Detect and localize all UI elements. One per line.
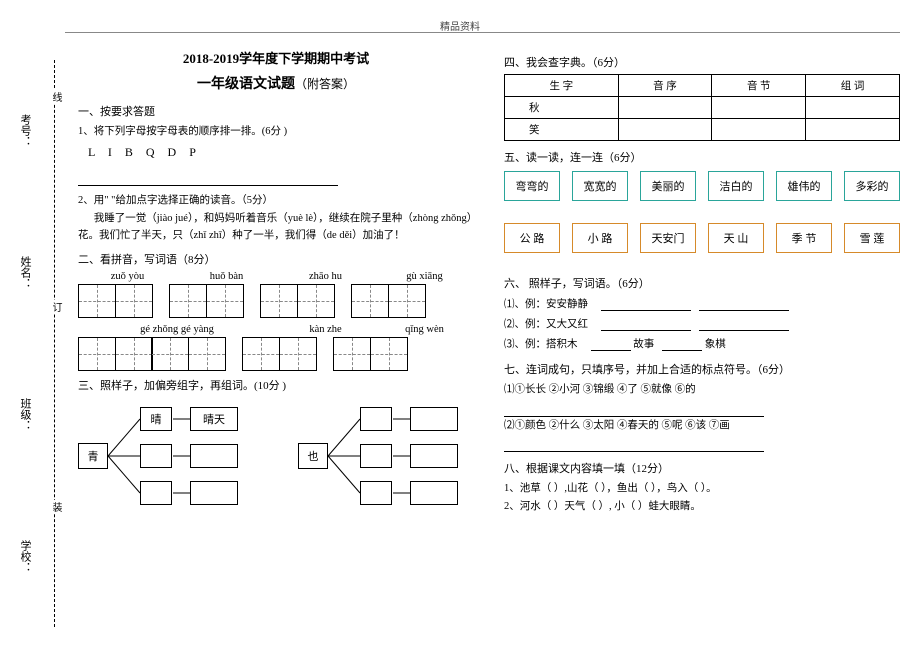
pinyin: gù xiāng <box>375 271 474 282</box>
section-4: 四、我会查字典。（6分） <box>504 54 900 70</box>
word-hint: 象棋 <box>705 339 726 350</box>
binding-label: 学校： <box>17 540 33 573</box>
q8-2: 2、河水（ ）天气（ ）, 小（ ）蛙大眼睛。 <box>504 498 900 516</box>
dict-header: 生 字 <box>505 75 619 97</box>
answer-line <box>601 320 691 331</box>
branch-diagrams: 青 晴 晴天 也 <box>78 401 474 511</box>
binding-margin: 考号： 姓名： 班级： 学校： 线 订 装 <box>18 60 63 627</box>
section-7: 七、连词成句，只填序号，并加上合适的标点符号。（6分） <box>504 361 900 377</box>
q7-1: ⑴①长长 ②小河 ③锦缎 ④了 ⑤就像 ⑥的 <box>504 381 900 399</box>
header-watermark: 精品资料 <box>440 18 480 33</box>
title-sub: （附答案） <box>295 77 355 91</box>
answer-line <box>504 441 764 452</box>
title-main: 一年级语文试题 <box>197 77 295 92</box>
branch-blank <box>190 481 238 505</box>
pinyin-row-1: zuǒ yòu huǒ bàn zhāo hu gù xiāng <box>78 271 474 282</box>
answer-line <box>699 320 789 331</box>
binding-mark: 订 <box>48 300 63 314</box>
example-text: ⑴、例：安安静静 <box>504 299 588 310</box>
section-2: 二、看拼音，写词语（8分） <box>78 251 474 267</box>
section-6: 六、 照样子，写词语。（6分） <box>504 275 900 291</box>
branch-blank <box>190 444 238 468</box>
left-column: 2018-2019学年度下学期期中考试 一年级语文试题（附答案） 一、按要求答题… <box>78 48 474 647</box>
section-1: 一、按要求答题 <box>78 103 474 119</box>
branch-blank <box>140 444 172 468</box>
match-top-row: 弯弯的 宽宽的 美丽的 洁白的 雄伟的 多彩的 <box>504 171 900 201</box>
answer-line <box>78 175 338 186</box>
pinyin: zuǒ yòu <box>78 271 177 282</box>
pinyin: huǒ bàn <box>177 271 276 282</box>
branch-blank <box>410 407 458 431</box>
dictionary-table: 生 字 音 序 音 节 组 词 秋 笑 <box>504 74 900 141</box>
match-box: 宽宽的 <box>572 171 628 201</box>
q1-1: 1、将下列字母按字母表的顺序排一排。(6分 ) <box>78 123 474 141</box>
branch-root: 也 <box>298 443 328 469</box>
q6-2: ⑵、例：又大又红 <box>504 316 900 331</box>
answer-line <box>699 300 789 311</box>
binding-label: 姓名： <box>17 256 33 289</box>
match-box: 公 路 <box>504 223 560 253</box>
pinyin-row-2: gé zhǒng gé yàng kàn zhe qǐng wèn <box>78 324 474 335</box>
section-3: 三、照样子，加偏旁组字，再组词。(10分 ) <box>78 377 474 393</box>
section-8: 八、根据课文内容填一填（12分） <box>504 460 900 476</box>
dict-header: 音 节 <box>712 75 806 97</box>
match-box: 弯弯的 <box>504 171 560 201</box>
branch-blank <box>360 407 392 431</box>
dict-char: 秋 <box>505 97 619 119</box>
q8-1: 1、池草（ ）,山花（ ），鱼出（ ），鸟入（ ）。 <box>504 480 900 498</box>
section-5: 五、读一读，连一连（6分） <box>504 149 900 165</box>
binding-label: 考号： <box>17 114 33 147</box>
match-box: 天 山 <box>708 223 764 253</box>
match-box: 雄伟的 <box>776 171 832 201</box>
tianzige-row <box>78 337 474 371</box>
pinyin: gé zhǒng gé yàng <box>78 324 276 335</box>
pinyin: qǐng wèn <box>375 324 474 335</box>
dict-char: 笑 <box>505 119 619 141</box>
match-box: 小 路 <box>572 223 628 253</box>
match-box: 季 节 <box>776 223 832 253</box>
q6-1: ⑴、例：安安静静 <box>504 296 900 311</box>
q1-2: 2、用" "给加点字选择正确的读音。（5分） <box>78 192 474 210</box>
match-box: 天安门 <box>640 223 696 253</box>
answer-line <box>591 340 631 351</box>
branch-2: 也 <box>298 401 468 511</box>
branch-blank <box>410 444 458 468</box>
q1-2-paragraph: 我睡了一觉（jiào jué），和妈妈听着音乐（yuè lè），继续在院子里种（… <box>78 210 474 246</box>
tianzige-row <box>78 284 474 318</box>
binding-mark: 装 <box>48 500 63 514</box>
branch-blank <box>360 444 392 468</box>
branch-root: 青 <box>78 443 108 469</box>
branch-word: 晴天 <box>190 407 238 431</box>
q6-3: ⑶、例：搭积木 故事 象棋 <box>504 336 900 351</box>
right-column: 四、我会查字典。（6分） 生 字 音 序 音 节 组 词 秋 笑 五、读一读，连… <box>504 48 900 647</box>
q1-letters: L I B Q D P <box>88 145 474 160</box>
match-box: 洁白的 <box>708 171 764 201</box>
branch-1: 青 晴 晴天 <box>78 401 248 511</box>
binding-label: 班级： <box>17 398 33 431</box>
title-line-2: 一年级语文试题（附答案） <box>78 73 474 93</box>
page-content: 2018-2019学年度下学期期中考试 一年级语文试题（附答案） 一、按要求答题… <box>78 48 900 647</box>
answer-line <box>601 300 691 311</box>
answer-line <box>504 406 764 417</box>
dict-header: 音 序 <box>618 75 712 97</box>
match-box: 多彩的 <box>844 171 900 201</box>
match-box: 雪 莲 <box>844 223 900 253</box>
answer-line <box>662 340 702 351</box>
header-rule <box>65 32 900 33</box>
word-hint: 故事 <box>633 339 654 350</box>
pinyin: zhāo hu <box>276 271 375 282</box>
dict-header: 组 词 <box>806 75 900 97</box>
branch-blank <box>360 481 392 505</box>
binding-mark: 线 <box>48 90 63 104</box>
example-text: ⑶、例：搭积木 <box>504 339 578 350</box>
title-line-1: 2018-2019学年度下学期期中考试 <box>78 48 474 67</box>
match-box: 美丽的 <box>640 171 696 201</box>
pinyin: kàn zhe <box>276 324 375 335</box>
branch-char: 晴 <box>140 407 172 431</box>
match-bottom-row: 公 路 小 路 天安门 天 山 季 节 雪 莲 <box>504 223 900 253</box>
example-text: ⑵、例：又大又红 <box>504 319 588 330</box>
branch-blank <box>410 481 458 505</box>
branch-blank <box>140 481 172 505</box>
q7-2: ⑵①颜色 ②什么 ③太阳 ④春天的 ⑤呢 ⑥该 ⑦画 <box>504 417 900 435</box>
